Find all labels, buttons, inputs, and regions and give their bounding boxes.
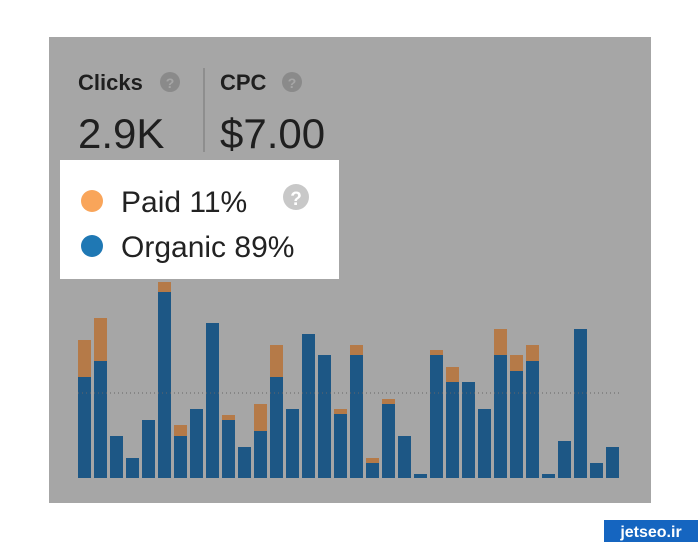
bar-organic	[126, 458, 139, 478]
bar-paid	[446, 367, 459, 382]
bar-paid	[526, 345, 539, 361]
bar-organic	[478, 409, 491, 478]
help-icon-glyph: ?	[166, 75, 175, 91]
legend-label: Organic 89%	[121, 231, 294, 264]
legend-share: 11%	[189, 186, 247, 219]
legend-swatch	[81, 190, 103, 212]
bar-organic	[350, 355, 363, 478]
bar-paid	[510, 355, 523, 371]
bars	[78, 282, 622, 478]
bar-organic	[174, 436, 187, 478]
bar-organic	[158, 292, 171, 478]
bar-paid	[78, 340, 91, 377]
bar-organic	[334, 414, 347, 478]
bar-paid	[254, 404, 267, 431]
bar-organic	[382, 404, 395, 478]
bar-paid	[494, 329, 507, 355]
bar-paid	[94, 318, 107, 361]
bar-paid	[158, 282, 171, 292]
metric-value: 2.9K	[78, 110, 164, 157]
bar-organic	[318, 355, 331, 478]
help-icon[interactable]	[160, 72, 180, 92]
bar-paid	[382, 399, 395, 404]
bar-organic	[414, 474, 427, 478]
bar-paid	[222, 415, 235, 420]
watermark: jetseo.ir	[619, 524, 681, 541]
bar-organic	[206, 323, 219, 478]
bar-organic	[366, 463, 379, 478]
bar-organic	[254, 431, 267, 478]
bar-organic	[574, 329, 587, 478]
legend-name: Paid	[121, 186, 181, 219]
bar-organic	[94, 361, 107, 478]
metric-label: CPC	[220, 70, 267, 95]
bar-organic	[238, 447, 251, 478]
bar-organic	[606, 447, 619, 478]
bar-paid	[366, 458, 379, 463]
bar-organic	[142, 420, 155, 478]
bar-organic	[78, 377, 91, 478]
help-icon-glyph: ?	[290, 189, 302, 210]
help-icon[interactable]	[283, 184, 309, 210]
bar-paid	[430, 350, 443, 355]
help-icon-glyph: ?	[288, 75, 297, 91]
bar-organic	[190, 409, 203, 478]
bar-paid	[270, 345, 283, 377]
legend: Paid 11% Organic 89%	[81, 186, 294, 264]
help-icon[interactable]	[282, 72, 302, 92]
bar-organic	[398, 436, 411, 478]
bar-organic	[526, 361, 539, 478]
bar-organic	[558, 441, 571, 478]
bar-organic	[510, 371, 523, 478]
bar-paid	[350, 345, 363, 355]
legend-popup	[60, 160, 339, 279]
metric-value: $7.00	[220, 110, 325, 157]
bar-organic	[110, 436, 123, 478]
bar-paid	[334, 409, 347, 414]
bar-paid	[174, 425, 187, 436]
bar-organic	[430, 355, 443, 478]
legend-label: Paid 11%	[121, 186, 247, 219]
watermark-box	[604, 520, 698, 542]
bar-organic	[446, 382, 459, 478]
legend-swatch	[81, 235, 103, 257]
bar-organic	[222, 420, 235, 478]
bar-organic	[462, 382, 475, 478]
bar-organic	[494, 355, 507, 478]
bar-organic	[302, 334, 315, 478]
bar-organic	[270, 377, 283, 478]
legend-name: Organic	[121, 231, 226, 264]
bar-organic	[590, 463, 603, 478]
metric-label: Clicks	[78, 70, 143, 95]
bar-organic	[542, 474, 555, 478]
legend-share: 89%	[234, 231, 294, 264]
bar-organic	[286, 409, 299, 478]
